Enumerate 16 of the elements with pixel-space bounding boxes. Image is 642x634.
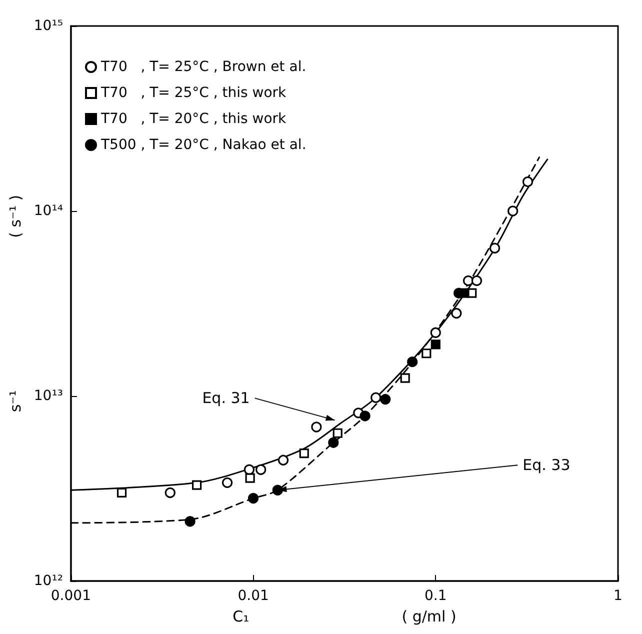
legend-label: T500 , T= 20°C , Nakao et al.	[100, 137, 306, 153]
y-tick-label: 10¹²	[34, 573, 63, 589]
y-axis-title: s⁻¹ ( s⁻¹ )	[6, 194, 24, 412]
x-axis-title: C₁ ( g/ml )	[232, 608, 456, 626]
y-tick-label: 10¹⁵	[34, 18, 63, 34]
x-tick-label: 0.001	[50, 588, 91, 604]
x-tick-label: 1	[614, 588, 622, 604]
y-tick-label: 10¹⁴	[34, 203, 64, 219]
x-tick-label: 0.1	[424, 588, 447, 604]
y-tick-label: 10¹³	[34, 388, 63, 404]
legend-label: T70 , T= 25°C , Brown et al.	[100, 59, 306, 75]
legend-label: T70 , T= 25°C , this work	[100, 85, 288, 101]
annotation: Eq. 33	[522, 456, 570, 474]
legend-label: T70 , T= 20°C , this work	[100, 111, 288, 127]
x-tick-label: 0.01	[238, 588, 269, 604]
annotation: Eq. 31	[202, 389, 250, 408]
